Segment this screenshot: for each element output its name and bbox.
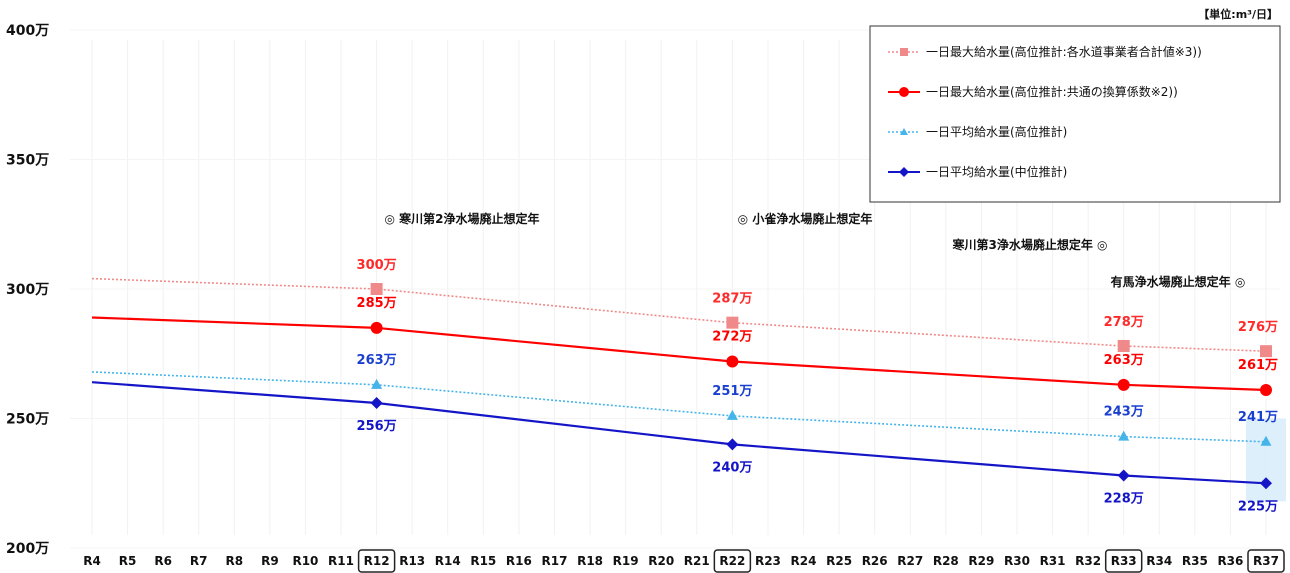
data-label: 228万 xyxy=(1104,491,1144,506)
data-point-circle xyxy=(1260,384,1272,397)
x-tick-label: R29 xyxy=(968,554,994,568)
x-tick-label: R16 xyxy=(506,554,532,568)
y-tick-label: 250万 xyxy=(6,412,49,428)
series-line xyxy=(91,371,1267,443)
x-tick-box xyxy=(713,549,752,573)
x-tick-label: R4 xyxy=(83,554,101,568)
x-tick-label: R20 xyxy=(648,554,674,568)
data-point-triangle xyxy=(726,409,738,420)
data-label: 300万 xyxy=(357,258,397,273)
data-point-circle xyxy=(370,321,383,334)
x-tick-label: R7 xyxy=(190,554,208,568)
data-point-diamond xyxy=(370,396,383,409)
annotation-label: 有馬浄水場廃止想定年 ◎ xyxy=(1111,274,1246,289)
data-label: 278万 xyxy=(1104,315,1144,330)
legend-entry: 一日平均給水量(高位推計) xyxy=(926,124,1067,139)
legend-box xyxy=(869,25,1281,203)
legend-entry: 一日平均給水量(中位推計) xyxy=(926,164,1067,179)
x-tick-label: R36 xyxy=(1217,554,1243,568)
data-point-square xyxy=(726,316,739,329)
x-tick-label: R12 xyxy=(364,554,390,568)
x-tick-label: R27 xyxy=(897,554,923,568)
y-tick-label: 400万 xyxy=(6,23,49,39)
x-tick-box xyxy=(357,549,396,573)
data-point-circle xyxy=(1117,378,1130,391)
x-tick-label: R30 xyxy=(1004,554,1030,568)
x-tick-label: R32 xyxy=(1075,554,1101,568)
x-tick-label: R14 xyxy=(435,554,461,568)
unit-label: 【単位:m³/日】 xyxy=(1198,7,1278,21)
x-tick-label: R9 xyxy=(261,554,279,568)
data-label: 256万 xyxy=(357,419,397,434)
legend-entry: 一日最大給水量(高位推計:各水道事業者合計値※3)) xyxy=(926,44,1202,59)
data-label: 241万 xyxy=(1238,410,1278,425)
data-label: 276万 xyxy=(1238,320,1278,335)
data-point-diamond xyxy=(1260,477,1272,490)
data-point-square xyxy=(1117,339,1130,352)
data-point-square xyxy=(1260,345,1272,358)
x-tick-label: R6 xyxy=(154,554,172,568)
data-point-triangle xyxy=(1260,435,1272,446)
y-tick-label: 200万 xyxy=(6,541,49,557)
x-tick-label: R28 xyxy=(933,554,959,568)
x-tick-label: R21 xyxy=(684,554,710,568)
x-tick-label: R18 xyxy=(577,554,603,568)
x-tick-label: R25 xyxy=(826,554,852,568)
data-point-square xyxy=(370,283,383,295)
data-label: 272万 xyxy=(712,330,752,345)
legend-entry: 一日最大給水量(高位推計:共通の換算係数※2)) xyxy=(926,84,1178,99)
x-tick-label: R11 xyxy=(328,554,354,568)
x-tick-box xyxy=(1104,549,1143,573)
data-point-circle xyxy=(726,355,739,368)
data-label: 240万 xyxy=(712,460,752,475)
data-label: 287万 xyxy=(712,292,752,307)
data-label: 263万 xyxy=(1104,353,1144,368)
legend-marker-circle xyxy=(899,87,909,97)
x-tick-label: R15 xyxy=(470,554,496,568)
y-tick-label: 300万 xyxy=(6,282,49,298)
x-tick-label: R22 xyxy=(719,554,745,568)
x-tick-label: R31 xyxy=(1040,554,1066,568)
series-line xyxy=(91,277,1267,352)
data-point-diamond xyxy=(1117,469,1130,482)
legend-marker-diamond xyxy=(899,167,909,177)
legend-marker-square xyxy=(900,48,908,56)
x-tick-label: R8 xyxy=(226,554,244,568)
data-label: 261万 xyxy=(1238,358,1278,373)
data-label: 251万 xyxy=(712,384,752,399)
y-tick-label: 350万 xyxy=(6,153,49,169)
series-line xyxy=(91,381,1267,485)
x-tick-label: R24 xyxy=(791,554,817,568)
x-tick-label: R26 xyxy=(862,554,888,568)
data-label: 285万 xyxy=(357,296,397,311)
x-tick-label: R35 xyxy=(1182,554,1208,568)
x-tick-label: R33 xyxy=(1111,554,1137,568)
data-point-triangle xyxy=(1118,430,1130,441)
annotation-label: 寒川第3浄水場廃止想定年 ◎ xyxy=(952,237,1108,252)
data-point-diamond xyxy=(726,438,739,451)
legend-marker-triangle xyxy=(900,128,908,135)
x-tick-label: R13 xyxy=(399,554,425,568)
x-tick-label: R17 xyxy=(542,554,568,568)
x-tick-label: R5 xyxy=(119,554,137,568)
data-point-triangle xyxy=(371,378,383,389)
data-label: 243万 xyxy=(1104,405,1144,420)
annotation-label: ◎ 寒川第2浄水場廃止想定年 xyxy=(385,211,540,226)
data-label: 263万 xyxy=(357,353,397,368)
annotation-label: ◎ 小雀浄水場廃止想定年 xyxy=(738,211,873,226)
x-tick-label: R19 xyxy=(613,554,639,568)
x-tick-label: R37 xyxy=(1253,554,1279,568)
x-tick-label: R34 xyxy=(1146,554,1172,568)
data-label: 225万 xyxy=(1238,499,1278,514)
x-tick-box xyxy=(1247,549,1285,573)
x-tick-label: R23 xyxy=(755,554,781,568)
x-tick-label: R10 xyxy=(292,554,318,568)
